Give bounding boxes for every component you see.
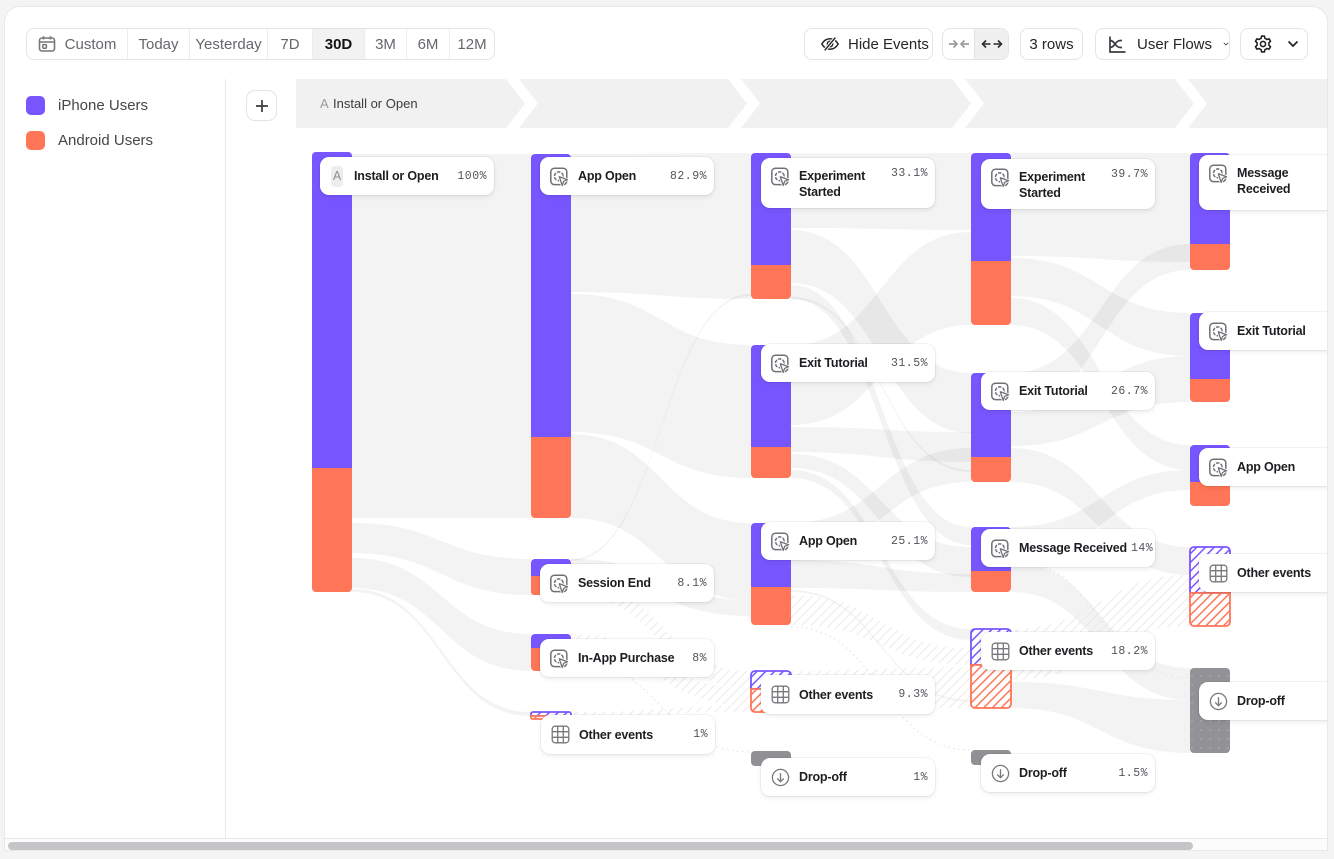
svg-text:A: A [320, 96, 329, 111]
svg-text:Install or Open: Install or Open [333, 96, 418, 111]
